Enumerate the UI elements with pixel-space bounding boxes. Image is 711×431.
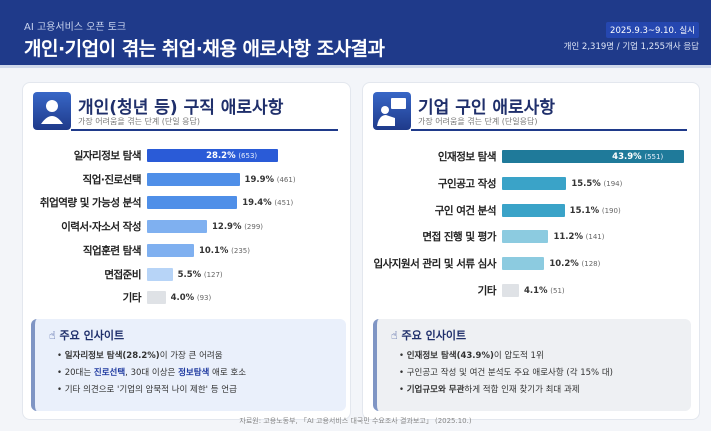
insight-item: 인재정보 탐색(43.9%)이 압도적 1위 (399, 349, 613, 361)
category-label: 구인공고 작성 (437, 177, 497, 190)
category-label: 기타 (122, 292, 142, 305)
insight-item: 구인공고 작성 및 여건 분석도 주요 애로사항 (각 15% 대) (399, 366, 613, 378)
bar (502, 257, 545, 271)
category-label: 이력서·자소서 작성 (61, 221, 141, 234)
value-label: 15.1% (190) (569, 205, 621, 216)
chart-subtitle: 가장 어려움을 겪는 단계 (단일 응답) (78, 117, 200, 126)
source-note: 자료원: 고용노동부, 「AI 고용서비스 대국민 수요조사 결과보고」 (20… (239, 417, 472, 425)
bar-row: 취업역량 및 가능성 분석 (23, 196, 142, 210)
category-label: 직업·진로선택 (82, 173, 142, 186)
insight-item: 20대는 진로선택, 30대 이상은 정보탐색 애로 호소 (57, 366, 246, 378)
insights-heading: ☝ 주요 인사이트 (391, 329, 467, 342)
bar (147, 267, 173, 281)
bar-row: 이력서·자소서 작성 (23, 220, 141, 233)
survey-date-badge: 2025.9.3~9.10. 실시 (606, 22, 699, 38)
bar-row: 입사지원서 관리 및 서류 심사 (363, 257, 496, 270)
value-label: 4.0% (93) (170, 293, 212, 304)
respondents: 개인 2,319명 / 기업 1,255개사 응답 (563, 42, 699, 52)
bar-row: 구인공고 작성 (363, 177, 497, 190)
divider (411, 129, 687, 131)
bar (502, 176, 567, 190)
bar-row: 면접 진행 및 평가 (363, 230, 496, 243)
value-label: 10.1% (235) (198, 245, 250, 256)
bar (147, 149, 279, 162)
value-label: 12.9% (299) (211, 222, 264, 233)
bar-row: 구인 여건 분석 (363, 204, 497, 217)
page-title: 개인·기업이 겪는 취업·채용 애로사항 조사결과 (24, 38, 385, 60)
bar-row: 기타 (23, 291, 142, 305)
header: AI 고용서비스 오픈 토크 개인·기업이 겪는 취업·채용 애로사항 조사결과… (0, 0, 711, 68)
category-label: 구인 여건 분석 (434, 204, 497, 217)
tap-icon: ☝ (391, 329, 398, 342)
category-label: 인재정보 탐색 (437, 151, 497, 163)
insights-box: ☝ 주요 인사이트 인재정보 탐색(43.9%)이 압도적 1위 구인공고 작성… (373, 319, 691, 411)
person-icon (33, 92, 71, 130)
insights-heading: ☝ 주요 인사이트 (49, 329, 125, 342)
bar (147, 220, 207, 234)
insight-item: 기업규모와 무관하게 적합 인재 찾기가 최대 과제 (399, 383, 613, 395)
bar-row: 일자리정보 탐색 (23, 149, 142, 162)
bar-row: 기타 (363, 284, 497, 297)
presenter-icon (373, 92, 411, 130)
supertitle: AI 고용서비스 오픈 토크 (24, 22, 127, 33)
value-label: 15.5% (194) (571, 178, 623, 189)
bar (502, 203, 565, 217)
insights-box: ☝ 주요 인사이트 일자리정보 탐색(28.2%)이 가장 큰 어려움 20대는… (31, 319, 346, 411)
company-card: 기업 구인 애로사항 가장 어려움을 겪는 단계 (단일응답) 인재정보 탐색 4… (362, 82, 700, 420)
category-label: 입사지원서 관리 및 서류 심사 (373, 258, 496, 271)
chart-subtitle: 가장 어려움을 겪는 단계 (단일응답) (418, 117, 538, 126)
category-label: 직업훈련 탐색 (82, 244, 142, 257)
insight-item: 기타 의견으로 '기업의 암묵적 나이 제한' 등 언급 (57, 383, 246, 395)
category-label: 면접준비 (104, 268, 141, 281)
bar (147, 243, 194, 257)
insights-list: 일자리정보 탐색(28.2%)이 가장 큰 어려움 20대는 진로선택, 30대… (57, 349, 246, 400)
value-label: 19.9% (461) (244, 174, 296, 185)
category-label: 일자리정보 탐색 (73, 150, 142, 162)
value-label: 43.9% (551) (612, 152, 664, 162)
value-label: 28.2% (653) (206, 151, 258, 161)
category-label: 취업역량 및 가능성 분석 (39, 197, 142, 210)
category-label: 면접 진행 및 평가 (422, 231, 496, 244)
chart-title: 기업 구인 애로사항 (418, 98, 555, 118)
tap-icon: ☝ (49, 329, 56, 342)
bar (502, 284, 519, 297)
bar-row: 면접준비 (23, 268, 141, 281)
bar-row: 직업훈련 탐색 (23, 244, 142, 257)
value-label: 19.4% (451) (242, 198, 294, 209)
bar (147, 291, 166, 305)
insights-list: 인재정보 탐색(43.9%)이 압도적 1위 구인공고 작성 및 여건 분석도 … (399, 349, 613, 400)
bar-row: 인재정보 탐색 (363, 150, 497, 163)
value-label: 4.1% (51) (524, 286, 565, 296)
value-label: 10.2% (128) (549, 259, 601, 270)
category-label: 기타 (477, 285, 497, 297)
bar (502, 150, 685, 163)
divider (71, 129, 338, 131)
bar (147, 172, 240, 186)
bar (502, 230, 549, 244)
insight-item: 일자리정보 탐색(28.2%)이 가장 큰 어려움 (57, 349, 246, 361)
individual-card: 개인(청년 등) 구직 애로사항 가장 어려움을 겪는 단계 (단일 응답) 일… (22, 82, 351, 420)
bar (147, 196, 238, 210)
bar-row: 직업·진로선택 (23, 173, 142, 186)
value-label: 5.5% (127) (177, 269, 223, 280)
value-label: 11.2% (141) (553, 232, 605, 243)
chart-title: 개인(청년 등) 구직 애로사항 (78, 98, 284, 118)
